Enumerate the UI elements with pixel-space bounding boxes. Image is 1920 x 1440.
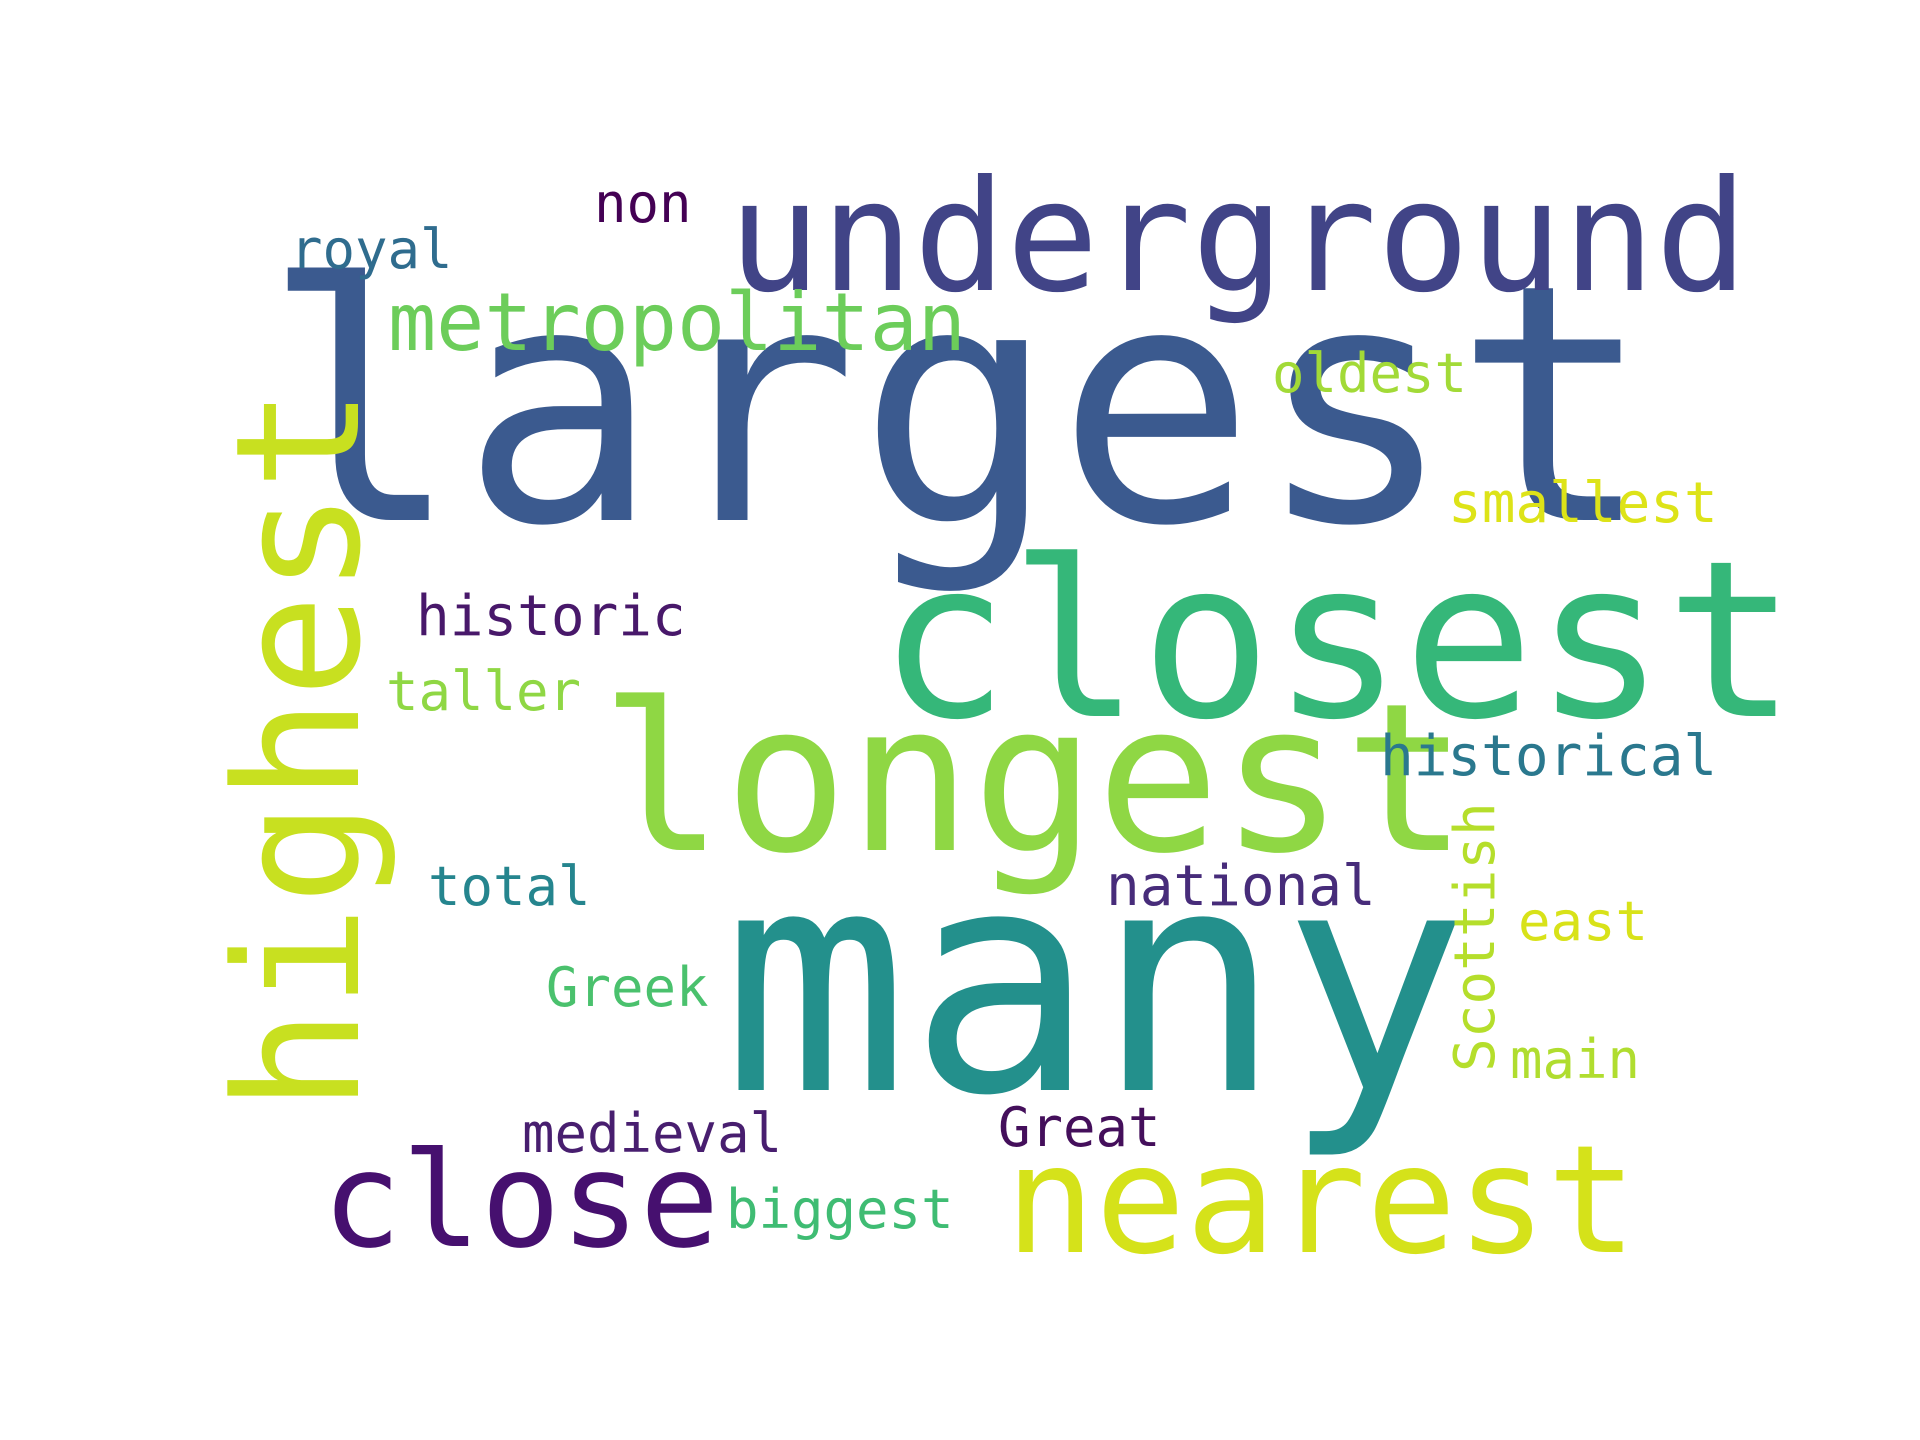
word-oldest: oldest [1272,342,1467,405]
word-greek: Greek [546,956,709,1019]
word-royal: royal [290,218,453,281]
word-taller: taller [386,660,581,723]
word-historic: historic [416,584,686,649]
word-scottish: Scottish [1443,802,1508,1072]
word-smallest: smallest [1448,471,1718,536]
word-east: east [1518,890,1648,953]
word-non: non [594,172,692,235]
word-national: national [1106,854,1376,919]
word-medieval: medieval [522,1102,782,1165]
word-biggest: biggest [726,1178,954,1241]
word-main: main [1510,1028,1640,1091]
word-highest: highest [198,387,399,1112]
word-metropolitan: metropolitan [388,276,966,369]
word-historical: historical [1380,724,1717,789]
word-great: Great [998,1096,1161,1159]
word-total: total [428,855,591,918]
